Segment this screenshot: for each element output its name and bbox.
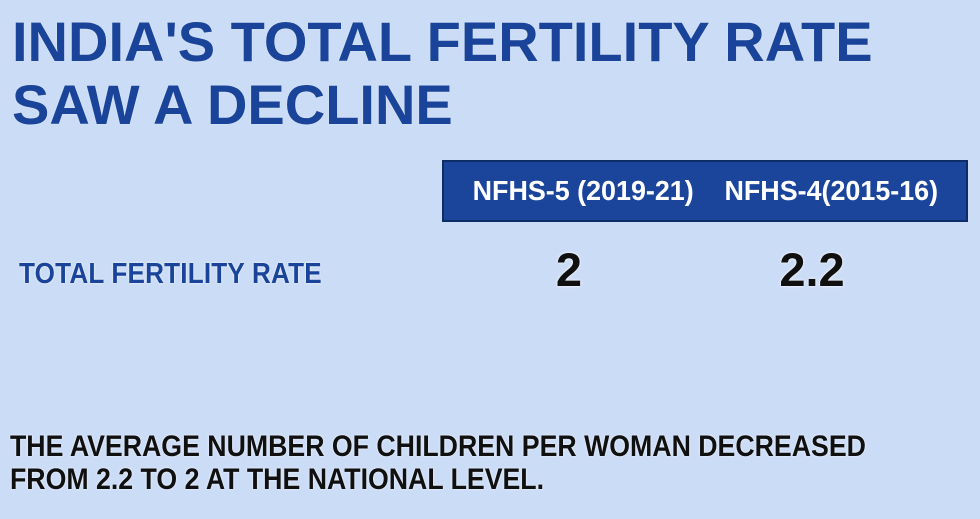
value-nfhs4: 2.2: [779, 243, 845, 296]
table-header-bar: NFHS-5 (2019-21) NFHS-4(2015-16): [442, 160, 968, 222]
header-cell-nfhs4: NFHS-4(2015-16): [724, 175, 938, 206]
footnote-line-1: THE AVERAGE NUMBER OF CHILDREN PER WOMAN…: [10, 430, 866, 463]
header-cell-nfhs5: NFHS-5 (2019-21): [472, 175, 694, 206]
page-title-line-2: SAW A DECLINE: [12, 73, 453, 136]
row-label-total-fertility-rate: TOTAL FERTILITY RATE: [19, 258, 322, 290]
footnote-line-2: FROM 2.2 TO 2 AT THE NATIONAL LEVEL.: [10, 463, 545, 496]
footnote: THE AVERAGE NUMBER OF CHILDREN PER WOMAN…: [10, 430, 866, 496]
page-title: INDIA'S TOTAL FERTILITY RATE SAW A DECLI…: [12, 10, 873, 136]
page-title-line-1: INDIA'S TOTAL FERTILITY RATE: [12, 10, 873, 73]
value-nfhs5: 2: [555, 243, 583, 296]
